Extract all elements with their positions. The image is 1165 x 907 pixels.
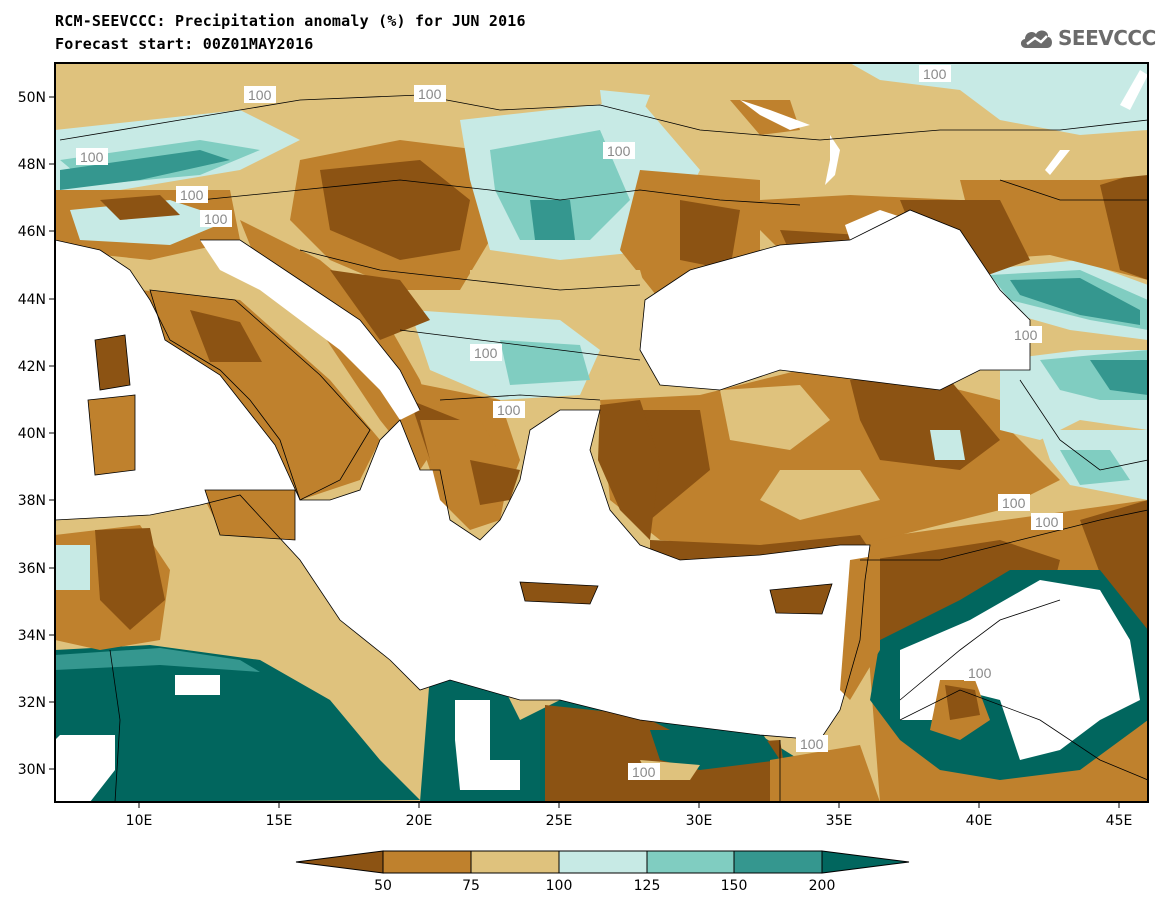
contour-label: 100 [176,186,208,203]
latitude-axis [49,96,55,770]
svg-text:100: 100 [1014,327,1038,343]
color-legend [295,850,910,874]
contour-label: 100 [244,86,276,103]
svg-text:100: 100 [180,187,204,203]
contour-label: 100 [1031,513,1063,530]
contour-label: 100 [76,148,108,165]
svg-text:100: 100 [923,66,947,82]
contour-label: 100 [200,210,232,227]
logo-text: SEEVCCC [1058,26,1156,50]
precipitation-field [55,63,1148,802]
legend-label: 150 [721,878,748,894]
contour-label: 100 [998,494,1030,511]
legend-swatch [733,850,823,874]
lat-label: 40N [18,426,46,442]
lat-label: 44N [18,292,46,308]
legend-swatch [821,850,910,874]
svg-text:100: 100 [80,149,104,165]
svg-text:100: 100 [497,402,521,418]
contour-label: 100 [470,344,502,361]
svg-text:100: 100 [204,211,228,227]
forecast-start: Forecast start: 00Z01MAY2016 [55,35,314,53]
lon-label: 35E [826,813,853,829]
contour-label: 100 [1010,326,1042,343]
svg-text:100: 100 [248,87,272,103]
map-title: RCM-SEEVCCC: Precipitation anomaly (%) f… [55,12,526,30]
svg-text:100: 100 [800,736,824,752]
lat-label: 46N [18,224,46,240]
contour-label: 100 [493,401,525,418]
legend-swatch [646,850,735,874]
lat-label: 32N [18,695,46,711]
contour-label: 100 [964,664,996,681]
longitude-axis [138,802,1120,808]
svg-text:100: 100 [968,665,992,681]
lat-label: 50N [18,90,46,106]
lon-label: 45E [1106,813,1133,829]
seevccc-logo: SEEVCCC [1018,22,1156,54]
legend-labels: 50 75 100 125 150 200 [374,878,835,894]
contour-label: 100 [796,735,828,752]
lon-label: 20E [406,813,433,829]
legend-label: 200 [809,878,836,894]
lat-label: 48N [18,157,46,173]
latitude-labels: 50N 48N 46N 44N 42N 40N 38N 36N 34N 32N … [18,90,46,778]
coastlines-borders [55,94,1148,802]
svg-text:100: 100 [474,345,498,361]
legend-swatch [558,850,648,874]
svg-text:100: 100 [418,86,442,102]
legend-label: 50 [374,878,392,894]
lat-label: 36N [18,561,46,577]
cloud-icon [1020,30,1052,48]
contour-labels: 100 100 100 100 100 100 100 100 100 100 … [76,65,1063,780]
legend-swatch [295,850,384,874]
contour-label: 100 [414,85,446,102]
svg-text:100: 100 [1002,495,1026,511]
svg-text:100: 100 [632,764,656,780]
longitude-labels: 10E 15E 20E 25E 30E 35E 40E 45E [126,813,1133,829]
legend-swatch [470,850,560,874]
legend-label: 100 [546,878,573,894]
lat-label: 30N [18,762,46,778]
lon-label: 30E [686,813,713,829]
lat-label: 38N [18,493,46,509]
lat-label: 34N [18,628,46,644]
legend-label: 75 [462,878,480,894]
lon-label: 15E [266,813,293,829]
svg-text:100: 100 [1035,514,1059,530]
lat-label: 42N [18,359,46,375]
contour-label: 100 [628,763,660,780]
lon-label: 25E [546,813,573,829]
legend-label: 125 [634,878,661,894]
legend-swatch [382,850,472,874]
svg-text:100: 100 [607,143,631,159]
lon-label: 10E [126,813,153,829]
contour-label: 100 [603,142,635,159]
contour-label: 100 [919,65,951,82]
lon-label: 40E [966,813,993,829]
